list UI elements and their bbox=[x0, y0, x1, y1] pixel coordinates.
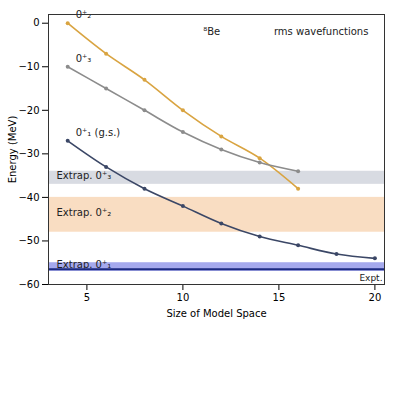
svg-text:−10: −10 bbox=[18, 61, 39, 72]
svg-text:rms wavefunctions: rms wavefunctions bbox=[274, 26, 369, 37]
svg-text:Extrap. 0⁺₁: Extrap. 0⁺₁ bbox=[56, 259, 112, 271]
svg-text:0: 0 bbox=[33, 17, 39, 28]
svg-text:Extrap. 0⁺₃: Extrap. 0⁺₃ bbox=[57, 170, 112, 181]
svg-text:−30: −30 bbox=[18, 148, 39, 159]
svg-text:0⁺₂: 0⁺₂ bbox=[75, 9, 92, 21]
svg-text:5: 5 bbox=[84, 292, 90, 303]
svg-text:0⁺₃: 0⁺₃ bbox=[76, 53, 92, 64]
svg-text:⁸Be: ⁸Be bbox=[203, 26, 220, 37]
svg-text:20: 20 bbox=[369, 292, 382, 303]
svg-text:Expt.: Expt. bbox=[359, 273, 382, 283]
svg-text:−60: −60 bbox=[18, 279, 39, 290]
svg-text:Size of Model Space: Size of Model Space bbox=[166, 308, 266, 319]
svg-text:−20: −20 bbox=[18, 105, 39, 116]
svg-text:0⁺₁ (g.s.): 0⁺₁ (g.s.) bbox=[76, 127, 121, 138]
svg-text:Extrap. 0⁺₂: Extrap. 0⁺₂ bbox=[57, 207, 112, 218]
svg-text:10: 10 bbox=[177, 292, 190, 303]
svg-text:−40: −40 bbox=[18, 192, 39, 203]
svg-text:Energy (MeV): Energy (MeV) bbox=[7, 116, 18, 184]
svg-text:−50: −50 bbox=[18, 235, 39, 246]
svg-text:15: 15 bbox=[273, 292, 286, 303]
